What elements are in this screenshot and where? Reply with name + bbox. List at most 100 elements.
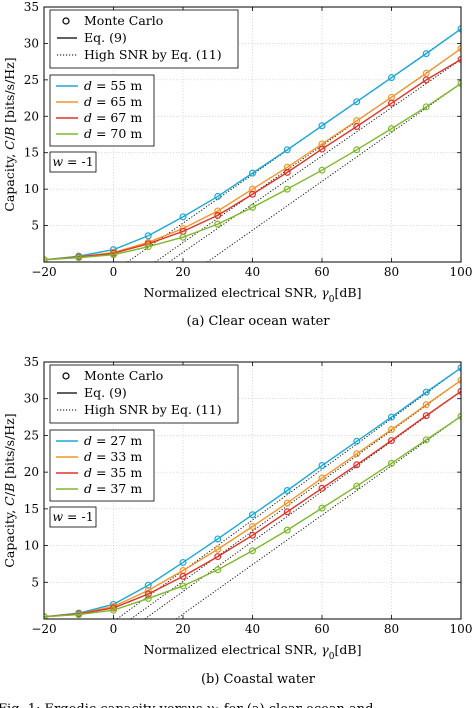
data-point xyxy=(388,99,396,107)
series-line-1 xyxy=(44,47,461,261)
y-tick-label: 35 xyxy=(24,0,39,14)
y-tick-label: 15 xyxy=(24,146,39,160)
legend-series-label: d = 70 m xyxy=(84,126,142,141)
series-line-3 xyxy=(44,82,461,261)
data-point xyxy=(353,437,361,445)
data-point xyxy=(353,461,361,469)
data-point xyxy=(422,412,430,420)
y-tick-label: 30 xyxy=(24,36,39,50)
asymptote-line-3 xyxy=(175,415,461,619)
data-point xyxy=(388,426,396,434)
data-point xyxy=(249,169,257,177)
data-point xyxy=(283,163,291,171)
legend-main-label: High SNR by Eq. (11) xyxy=(84,402,222,417)
data-point xyxy=(144,590,152,598)
data-point xyxy=(422,103,430,111)
data-point xyxy=(75,611,83,619)
data-point xyxy=(353,146,361,154)
plot-area xyxy=(44,364,461,619)
y-tick-label: 25 xyxy=(24,428,39,442)
data-point xyxy=(422,388,430,396)
y-tick-label: 5 xyxy=(31,219,39,233)
subfigure-caption: (a) Clear ocean water xyxy=(187,314,331,329)
data-point xyxy=(318,140,326,148)
data-point xyxy=(214,207,222,215)
legend-main-label: Eq. (9) xyxy=(84,30,127,45)
legend-series-label: d = 35 m xyxy=(84,465,142,480)
data-point xyxy=(283,499,291,507)
data-point xyxy=(179,558,187,566)
data-point xyxy=(422,436,430,444)
data-point xyxy=(388,74,396,82)
data-point xyxy=(249,203,257,211)
x-tick-label: 80 xyxy=(384,265,399,279)
data-point xyxy=(249,511,257,519)
data-point xyxy=(318,504,326,512)
data-point xyxy=(457,45,461,53)
data-point xyxy=(457,80,461,87)
series-line-2 xyxy=(44,58,461,261)
data-point xyxy=(318,166,326,174)
data-point xyxy=(422,50,430,58)
data-point xyxy=(388,437,396,445)
y-tick-label: 15 xyxy=(24,502,39,516)
data-point xyxy=(249,185,257,193)
x-tick-label: 0 xyxy=(110,265,118,279)
data-point xyxy=(353,98,361,106)
legend-series-label: d = 33 m xyxy=(84,449,142,464)
legend-series-label: d = 55 m xyxy=(84,78,142,93)
data-point xyxy=(214,535,222,543)
asymptote-line-0 xyxy=(116,367,461,619)
data-point xyxy=(44,613,48,619)
legend-series-label: d = 27 m xyxy=(84,433,142,448)
data-point xyxy=(283,526,291,534)
subfigure-caption: (b) Coastal water xyxy=(201,672,316,687)
legend-main-label: Eq. (9) xyxy=(84,385,127,400)
y-tick-label: 30 xyxy=(24,392,39,406)
x-tick-label: 0 xyxy=(110,622,118,636)
data-point xyxy=(422,69,430,77)
y-tick-label: 10 xyxy=(24,182,39,196)
data-point xyxy=(249,522,257,530)
x-tick-label: 60 xyxy=(314,265,329,279)
data-point xyxy=(214,566,222,574)
data-point xyxy=(179,213,187,221)
data-point xyxy=(249,531,257,539)
y-axis-label: Capacity, C/B [bits/s/Hz] xyxy=(2,57,17,211)
legend-series-label: d = 65 m xyxy=(84,94,142,109)
legend-marker-circle xyxy=(62,17,70,25)
annotation-box xyxy=(49,151,97,173)
data-point xyxy=(353,482,361,490)
x-tick-label: −20 xyxy=(31,265,56,279)
asymptote-line-1 xyxy=(130,379,461,619)
data-point xyxy=(214,545,222,553)
data-point xyxy=(283,146,291,154)
data-point xyxy=(283,168,291,176)
data-point xyxy=(144,594,152,602)
data-point xyxy=(422,401,430,409)
y-tick-label: 20 xyxy=(24,465,39,479)
series-line-0 xyxy=(44,367,461,618)
x-tick-label: 80 xyxy=(384,622,399,636)
y-tick-label: 35 xyxy=(24,355,39,369)
legend-marker-circle xyxy=(62,372,70,380)
data-point xyxy=(318,474,326,482)
data-point xyxy=(214,192,222,200)
data-point xyxy=(109,606,117,614)
data-point xyxy=(457,412,461,420)
data-point xyxy=(214,553,222,561)
data-point xyxy=(179,582,187,590)
data-point xyxy=(457,25,461,33)
data-point xyxy=(388,413,396,421)
data-point xyxy=(144,243,152,251)
figure-caption: Fig. 1: Ergodic capacity versus γ₀ for (… xyxy=(0,702,374,708)
x-tick-label: 60 xyxy=(314,622,329,636)
legend-series-label: d = 67 m xyxy=(84,110,142,125)
x-tick-label: −20 xyxy=(31,622,56,636)
chart-panel-b: −20 0 20 40 60 80 100 5 10 15 20 25 30 35 Normalized e… xyxy=(2,355,472,687)
legend-main-box xyxy=(49,9,239,69)
data-point xyxy=(318,462,326,470)
data-point xyxy=(44,256,48,262)
data-point xyxy=(318,145,326,153)
